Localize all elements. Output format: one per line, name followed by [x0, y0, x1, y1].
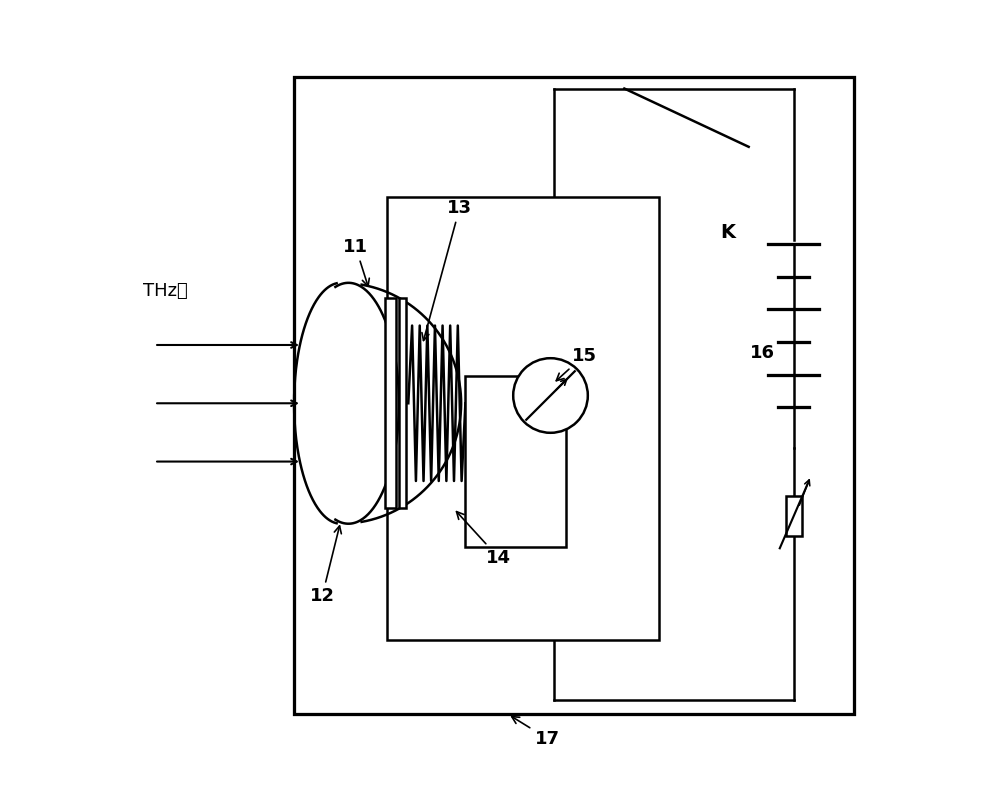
Bar — [294, 77, 854, 714]
Bar — [385, 298, 396, 508]
Text: 14: 14 — [457, 512, 511, 566]
Text: 15: 15 — [556, 346, 596, 380]
Text: 12: 12 — [310, 526, 341, 605]
Text: K: K — [720, 223, 735, 242]
Text: THz波: THz波 — [143, 282, 187, 300]
Bar — [786, 496, 802, 536]
Text: 17: 17 — [512, 717, 560, 747]
Circle shape — [513, 358, 588, 433]
Text: 11: 11 — [343, 238, 369, 286]
Bar — [465, 376, 566, 547]
Bar — [399, 298, 406, 508]
Text: 16: 16 — [750, 344, 775, 361]
Text: 13: 13 — [422, 199, 472, 340]
Bar — [387, 197, 659, 640]
